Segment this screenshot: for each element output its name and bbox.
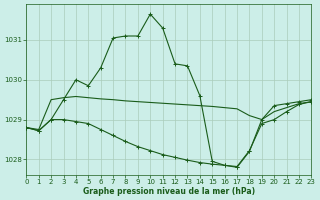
X-axis label: Graphe pression niveau de la mer (hPa): Graphe pression niveau de la mer (hPa) (83, 187, 255, 196)
